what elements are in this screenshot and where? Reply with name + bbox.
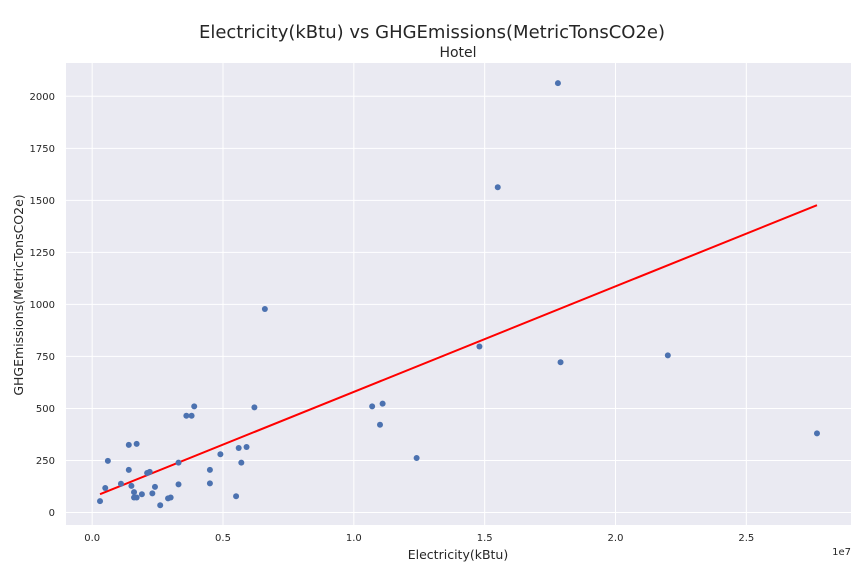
scatter-point <box>125 441 132 448</box>
scatter-point <box>813 430 820 437</box>
x-axis-offset-label: 1e7 <box>832 547 851 558</box>
y-tick-label: 1000 <box>30 300 55 311</box>
scatter-point <box>235 445 242 451</box>
scatter-point <box>151 483 158 490</box>
x-axis-label: Electricity(kBtu) <box>408 547 508 562</box>
y-axis-ticks: 0 250 500 750 1000 1250 1500 1750 2000 <box>30 92 55 519</box>
scatter-point <box>97 498 104 505</box>
scatter-point <box>125 466 132 473</box>
x-tick-label: 1.0 <box>346 533 362 544</box>
y-tick-label: 2000 <box>30 92 55 103</box>
y-tick-label: 1250 <box>30 248 55 259</box>
scatter-point <box>104 457 111 464</box>
scatter-point <box>117 480 124 487</box>
y-tick-label: 250 <box>36 456 55 467</box>
scatter-point <box>191 403 198 410</box>
chart-title: Electricity(kBtu) vs GHGEmissions(Metric… <box>199 22 665 43</box>
scatter-point <box>146 468 153 475</box>
y-tick-label: 750 <box>36 352 55 363</box>
x-tick-label: 0.0 <box>84 533 100 544</box>
scatter-point <box>557 359 564 366</box>
y-tick-label: 1750 <box>30 144 55 155</box>
scatter-point <box>157 502 164 509</box>
x-tick-label: 0.5 <box>215 533 231 544</box>
scatter-point <box>131 489 138 496</box>
scatter-point <box>379 400 386 407</box>
y-tick-label: 500 <box>36 404 55 415</box>
scatter-point <box>175 459 182 466</box>
scatter-point <box>102 484 109 491</box>
scatter-point <box>243 443 250 450</box>
trendline-group <box>99 204 818 496</box>
scatter-point <box>238 459 245 466</box>
scatter-point <box>167 494 174 501</box>
x-tick-label: 2.0 <box>608 533 624 544</box>
scatter-point <box>377 421 383 428</box>
scatter-point <box>664 352 671 359</box>
chart-subtitle: Hotel <box>439 45 476 61</box>
x-tick-label: 1.5 <box>477 533 493 544</box>
scatter-points <box>97 80 820 509</box>
scatter-point <box>233 493 240 500</box>
grid <box>66 63 851 525</box>
scatter-point <box>206 480 213 487</box>
scatter-point <box>206 466 213 473</box>
x-axis-ticks: 0.0 0.5 1.0 1.5 2.0 2.5 <box>84 533 754 544</box>
scatter-point <box>251 404 258 411</box>
scatter-point <box>494 184 501 191</box>
scatter-point <box>175 481 182 488</box>
trendline <box>99 204 818 496</box>
scatter-point <box>128 482 135 489</box>
y-tick-label: 0 <box>49 508 55 519</box>
y-tick-label: 1500 <box>30 196 55 207</box>
scatter-point <box>369 403 376 410</box>
plot-area <box>66 63 851 525</box>
scatter-point <box>149 490 156 497</box>
x-tick-label: 2.5 <box>738 533 754 544</box>
scatter-point <box>217 451 224 458</box>
scatter-point <box>138 491 145 498</box>
scatter-point <box>476 343 483 350</box>
scatter-point <box>133 440 140 447</box>
y-axis-label: GHGEmissions(MetricTonsCO2e) <box>11 194 26 395</box>
scatter-point <box>261 305 268 312</box>
scatter-point <box>188 412 195 419</box>
scatter-point <box>133 494 140 501</box>
scatter-point <box>183 412 190 419</box>
scatter-point <box>554 80 561 87</box>
scatter-point <box>413 454 420 461</box>
